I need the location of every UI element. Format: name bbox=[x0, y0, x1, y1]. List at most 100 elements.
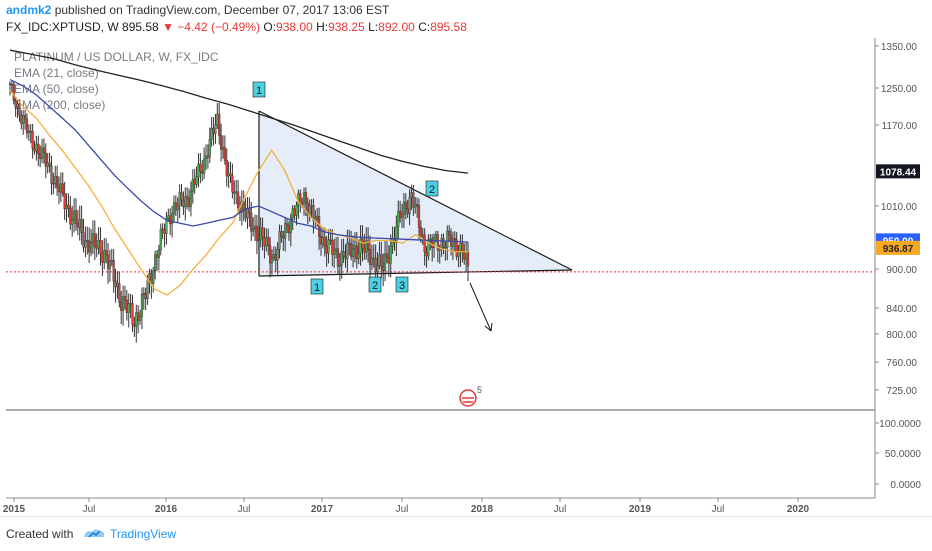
ohlc-open: 938.00 bbox=[276, 20, 313, 34]
candle-body bbox=[246, 208, 249, 219]
candle-body bbox=[419, 227, 422, 237]
candle-body bbox=[165, 218, 168, 234]
candle-body bbox=[191, 179, 194, 192]
candle-body bbox=[285, 223, 289, 227]
candle-body bbox=[180, 192, 183, 201]
candle-body bbox=[178, 192, 181, 206]
ema-line bbox=[9, 89, 468, 296]
candle-body bbox=[23, 115, 27, 120]
ohlc-close-label: C: bbox=[418, 20, 431, 34]
candle-body bbox=[242, 201, 245, 210]
tradingview-brand-link[interactable]: TradingView bbox=[110, 527, 177, 541]
candle-body bbox=[144, 293, 147, 300]
candle-body bbox=[39, 153, 42, 159]
candle-body bbox=[385, 253, 389, 258]
author-link[interactable]: andmk2 bbox=[6, 3, 52, 17]
candle-body bbox=[221, 147, 225, 150]
candle-body bbox=[416, 204, 419, 206]
ideas-badge-count: 5 bbox=[477, 385, 482, 395]
candle-body bbox=[57, 187, 61, 193]
candle-body bbox=[121, 296, 125, 311]
ohlc-high: 938.25 bbox=[328, 20, 365, 34]
candle-body bbox=[148, 273, 151, 281]
candle-body bbox=[10, 83, 13, 86]
published-text: published on TradingView.com, December 0… bbox=[54, 3, 390, 17]
candle-body bbox=[212, 127, 215, 134]
legend-item: EMA (21, close) bbox=[14, 66, 99, 80]
triangle-upper-line bbox=[258, 110, 573, 271]
candle-body bbox=[204, 155, 208, 159]
candle-body bbox=[187, 197, 191, 207]
candle-body bbox=[404, 201, 407, 209]
wave-label-box bbox=[425, 180, 439, 197]
candle-body bbox=[272, 254, 275, 258]
candle-body bbox=[244, 209, 247, 219]
price-tick-label: 1170.00 bbox=[882, 121, 918, 132]
candle-body bbox=[252, 228, 255, 232]
candle-body bbox=[125, 300, 128, 313]
candle-body bbox=[295, 204, 298, 216]
candle-body bbox=[61, 183, 64, 194]
candle-body bbox=[368, 249, 372, 265]
candle-body bbox=[432, 237, 436, 248]
candle-body bbox=[99, 239, 102, 254]
indicator-tick-label: 0.0000 bbox=[890, 480, 921, 491]
candle-body bbox=[387, 257, 390, 264]
candle-body bbox=[325, 245, 328, 254]
breakdown-arrow-head bbox=[484, 322, 493, 332]
wave-label: 1 bbox=[256, 85, 262, 97]
candle-body bbox=[278, 231, 281, 250]
candle-body bbox=[259, 227, 262, 241]
candle-body bbox=[89, 242, 93, 253]
candle-body bbox=[412, 192, 415, 208]
candle-body bbox=[16, 103, 19, 108]
candle-body bbox=[106, 254, 110, 269]
chart-header: andmk2 published on TradingView.com, Dec… bbox=[0, 0, 932, 38]
candle-body bbox=[48, 162, 51, 167]
candle-body bbox=[56, 176, 59, 188]
candle-body bbox=[44, 152, 47, 167]
candle-body bbox=[291, 208, 294, 219]
candle-body bbox=[131, 303, 134, 326]
ohlc-close: 895.58 bbox=[430, 20, 467, 34]
candle-body bbox=[391, 238, 394, 247]
wave-label: 2 bbox=[372, 280, 378, 292]
candle-body bbox=[421, 234, 424, 237]
candle-body bbox=[235, 191, 238, 194]
candle-body bbox=[395, 226, 398, 243]
candle-body bbox=[174, 202, 177, 211]
candle-body bbox=[427, 239, 430, 257]
candle-body bbox=[423, 234, 426, 253]
candle-body bbox=[289, 217, 292, 234]
candle-body bbox=[140, 293, 144, 318]
candle-body bbox=[142, 293, 145, 295]
candle-body bbox=[169, 215, 172, 225]
tradingview-logo-icon[interactable] bbox=[82, 526, 106, 540]
price-tick-label: 1350.00 bbox=[881, 42, 918, 53]
price-tick-label: 760.00 bbox=[886, 358, 917, 369]
candle-body bbox=[214, 124, 217, 134]
time-tick-label: 2020 bbox=[787, 504, 810, 515]
candle-body bbox=[114, 280, 117, 288]
symbol-name: FX_IDC:XPTUSD, W bbox=[6, 20, 119, 34]
candle-body bbox=[152, 270, 155, 284]
candle-body bbox=[208, 139, 211, 158]
candle-body bbox=[86, 240, 89, 242]
wave-label: 1 bbox=[314, 282, 320, 294]
candle-body bbox=[270, 257, 274, 264]
last-price: 895.58 bbox=[122, 20, 159, 34]
candle-body bbox=[161, 228, 164, 231]
candle-body bbox=[135, 312, 138, 327]
candle-body bbox=[110, 260, 113, 262]
publish-line: andmk2 published on TradingView.com, Dec… bbox=[6, 3, 389, 17]
candle-body bbox=[400, 214, 404, 218]
candle-body bbox=[54, 176, 57, 184]
footer-bar: Created with TradingView bbox=[0, 516, 932, 551]
candle-body bbox=[138, 316, 142, 321]
candle-body bbox=[146, 279, 149, 300]
candle-body bbox=[76, 223, 79, 228]
candle-body bbox=[72, 210, 76, 220]
candle-body bbox=[182, 199, 185, 208]
symbol-line: FX_IDC:XPTUSD, W 895.58 ▼ −4.42 (−0.49%)… bbox=[6, 20, 467, 34]
